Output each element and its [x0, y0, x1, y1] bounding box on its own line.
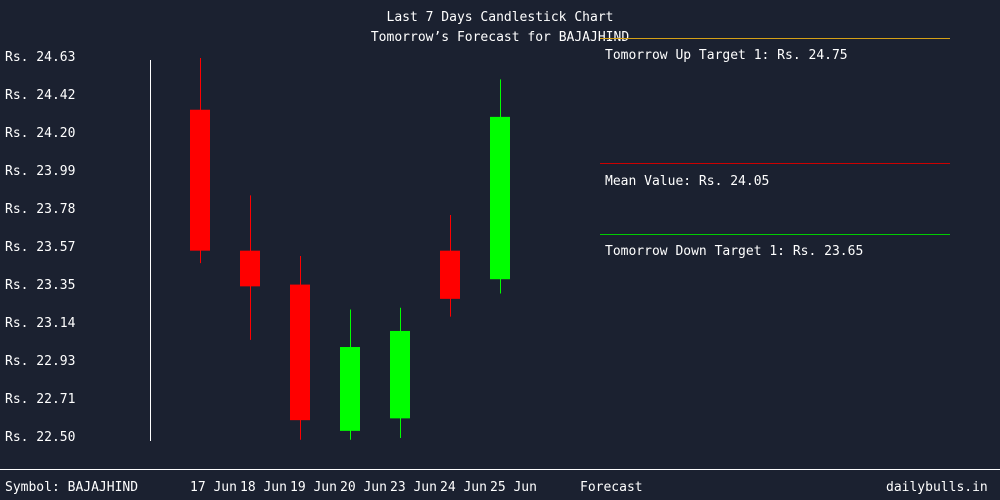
x-tick-label: 20 Jun — [340, 480, 387, 495]
y-tick-label: Rs. 23.57 — [5, 240, 76, 255]
y-tick-label: Rs. 23.14 — [5, 316, 76, 331]
y-tick-label: Rs. 24.63 — [5, 50, 76, 65]
y-tick-label: Rs. 24.42 — [5, 88, 76, 103]
symbol-label: Symbol: BAJAJHIND — [5, 480, 139, 495]
forecast-up-target-line — [600, 38, 950, 39]
candle-body-down — [240, 250, 260, 287]
forecast-mean-label: Mean Value: Rs. 24.05 — [605, 174, 770, 189]
forecast-axis-label: Forecast — [580, 480, 643, 495]
x-tick-label: 25 Jun — [490, 480, 537, 495]
chart-subtitle: Tomorrow’s Forecast for BAJAJHIND — [370, 30, 630, 45]
x-tick-label: 23 Jun — [390, 480, 437, 495]
candle-body-down — [290, 284, 310, 421]
forecast-mean-line — [600, 163, 950, 164]
candle-body-down — [440, 250, 460, 299]
y-tick-label: Rs. 22.50 — [5, 430, 76, 445]
y-tick-label: Rs. 23.78 — [5, 202, 76, 217]
x-tick-label: 18 Jun — [240, 480, 287, 495]
candle-body-up — [390, 330, 410, 419]
x-tick-label: 19 Jun — [290, 480, 337, 495]
x-tick-label: 17 Jun — [190, 480, 237, 495]
y-tick-label: Rs. 22.71 — [5, 392, 76, 407]
forecast-up-target-label: Tomorrow Up Target 1: Rs. 24.75 — [605, 48, 848, 63]
chart-title: Last 7 Days Candlestick Chart — [386, 10, 614, 25]
candle-body-down — [190, 109, 210, 251]
candle-body-up — [340, 347, 360, 431]
forecast-down-target-line — [600, 234, 950, 235]
y-tick-label: Rs. 24.20 — [5, 126, 76, 141]
y-tick-label: Rs. 22.93 — [5, 354, 76, 369]
site-label: dailybulls.in — [886, 480, 988, 495]
y-tick-label: Rs. 23.99 — [5, 164, 76, 179]
x-tick-label: 24 Jun — [440, 480, 487, 495]
candle-body-up — [490, 116, 510, 280]
candles-group — [190, 58, 510, 440]
y-tick-label: Rs. 23.35 — [5, 278, 76, 293]
forecast-down-target-label: Tomorrow Down Target 1: Rs. 23.65 — [605, 244, 864, 259]
